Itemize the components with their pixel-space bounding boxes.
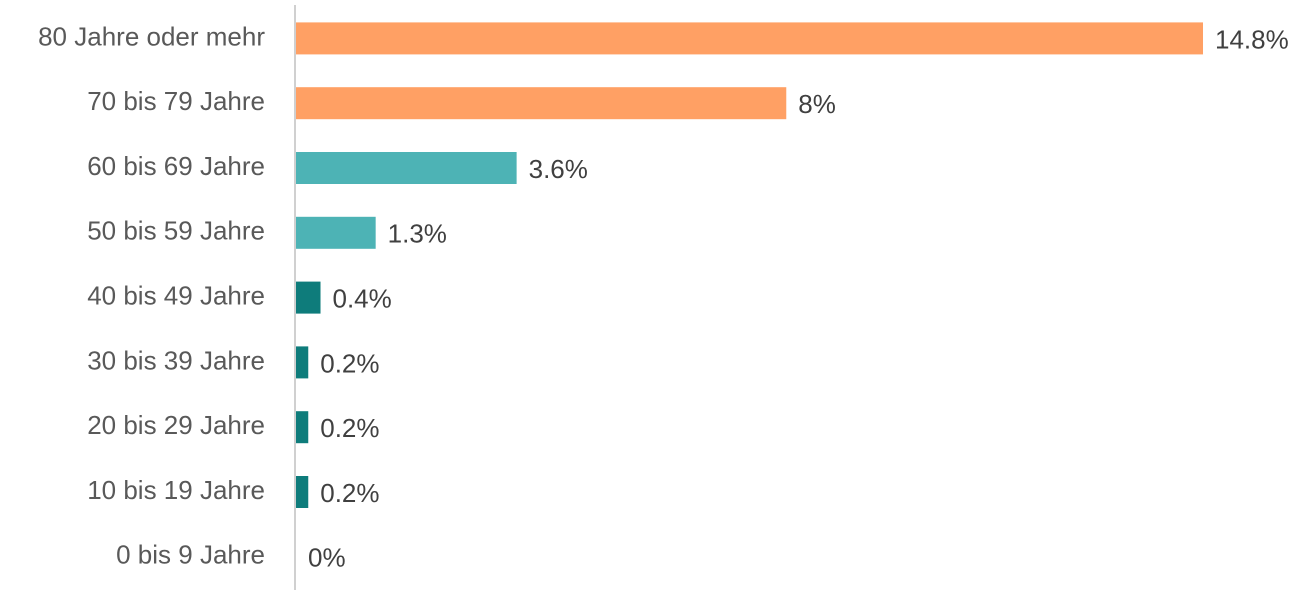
y-tick-label: 0 bis 9 Jahre xyxy=(116,540,265,570)
bar xyxy=(296,152,517,184)
data-label: 3.6% xyxy=(529,154,588,184)
bar xyxy=(296,346,309,379)
y-tick-label: 10 bis 19 Jahre xyxy=(87,475,265,505)
bar xyxy=(296,22,1203,55)
data-label: 8% xyxy=(798,89,836,119)
y-tick-label: 80 Jahre oder mehr xyxy=(38,21,265,51)
bar xyxy=(296,281,321,314)
y-tick-label: 40 bis 49 Jahre xyxy=(87,280,265,310)
y-tick-label: 60 bis 69 Jahre xyxy=(87,151,265,181)
data-label: 1.3% xyxy=(388,219,447,249)
data-label: 0.2% xyxy=(320,348,379,378)
data-label: 14.8% xyxy=(1215,24,1289,54)
bar xyxy=(296,476,309,508)
y-tick-label: 30 bis 39 Jahre xyxy=(87,345,265,375)
data-label: 0% xyxy=(308,543,346,573)
bar xyxy=(296,87,787,120)
data-label: 0.2% xyxy=(320,413,379,443)
y-tick-label: 50 bis 59 Jahre xyxy=(87,216,265,246)
y-tick-label: 70 bis 79 Jahre xyxy=(87,86,265,116)
data-label: 0.4% xyxy=(333,283,392,313)
bar xyxy=(296,216,376,249)
bar xyxy=(296,411,309,444)
y-tick-label: 20 bis 29 Jahre xyxy=(87,410,265,440)
data-label: 0.2% xyxy=(320,478,379,508)
